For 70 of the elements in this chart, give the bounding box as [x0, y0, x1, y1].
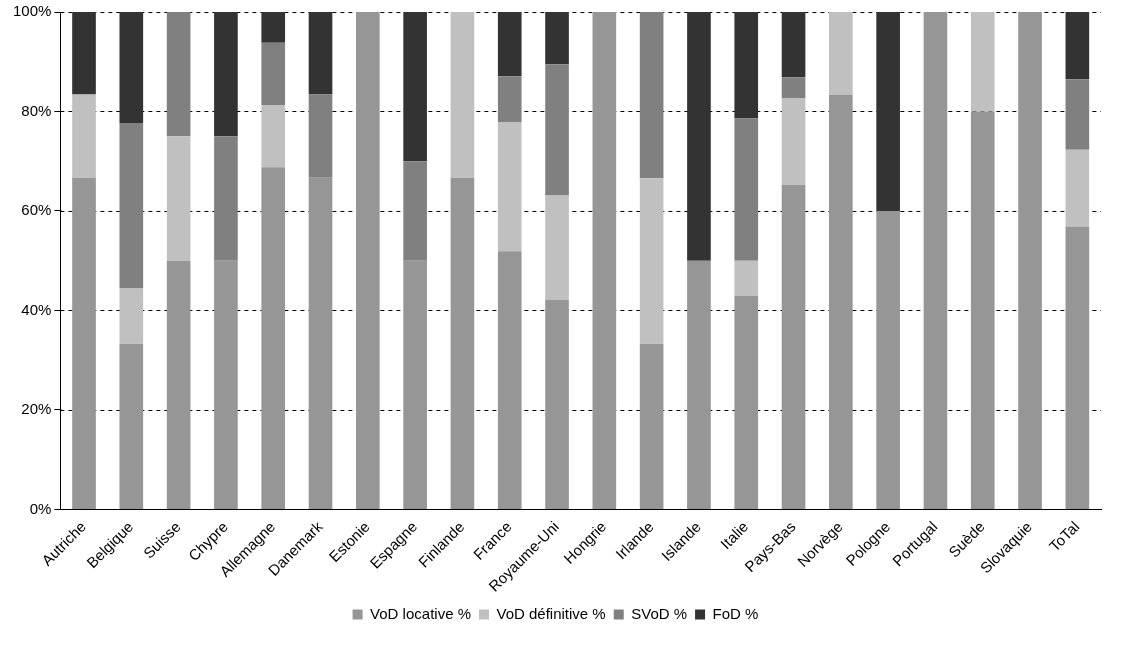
bar: [876, 210, 900, 509]
y-tick-label: 40%: [21, 300, 52, 318]
bar: [308, 94, 333, 178]
y-tick-label: 60%: [21, 201, 52, 219]
bar: [72, 177, 96, 509]
bar: [639, 12, 664, 179]
bar: [214, 12, 238, 137]
bar: [687, 260, 711, 509]
bar: [261, 167, 286, 509]
bar: [923, 12, 948, 509]
bar: [734, 296, 759, 509]
bar: [166, 136, 191, 261]
bar: [781, 77, 806, 99]
bar: [214, 260, 238, 509]
bar: [497, 251, 522, 509]
y-tick-label: 0%: [29, 499, 52, 517]
bar: [119, 122, 144, 289]
bar: [119, 288, 144, 344]
bar: [497, 12, 522, 77]
bar: [781, 185, 806, 509]
bar: [1065, 149, 1090, 227]
bar: [497, 76, 522, 123]
bar: [970, 111, 995, 509]
bar: [545, 195, 569, 301]
bar: [261, 42, 286, 106]
bar: [592, 12, 617, 509]
legend-label: FoD %: [712, 604, 759, 622]
bar: [72, 94, 96, 178]
bar: [261, 12, 286, 43]
bar: [166, 260, 191, 509]
bar: [734, 260, 759, 297]
bar: [1018, 12, 1042, 509]
y-tick-label: 20%: [21, 400, 52, 418]
bar: [308, 177, 333, 509]
bar: [639, 178, 664, 344]
bar: [829, 95, 853, 509]
bar: [72, 12, 96, 95]
bar: [781, 12, 806, 78]
bar: [1065, 79, 1090, 150]
legend-label: VoD définitive %: [496, 604, 606, 622]
bar: [545, 64, 569, 196]
bar: [261, 105, 286, 168]
bar: [450, 177, 475, 509]
y-tick-label: 80%: [21, 101, 52, 119]
bar: [119, 343, 144, 509]
bar: [497, 122, 522, 252]
bar: [356, 12, 380, 509]
bar: [450, 12, 475, 178]
bar: [403, 260, 427, 509]
bar: [403, 12, 427, 162]
legend-label: VoD locative %: [370, 604, 471, 622]
bar: [876, 12, 900, 211]
y-tick-label: 100%: [12, 2, 52, 20]
bar: [1065, 226, 1090, 509]
bar: [734, 118, 759, 261]
bar: [166, 12, 191, 137]
bar: [403, 161, 427, 261]
legend-label: SVoD %: [631, 604, 688, 622]
bar: [781, 98, 806, 186]
bar: [119, 12, 144, 123]
bar: [734, 12, 759, 119]
bar: [687, 12, 711, 261]
bar: [970, 12, 995, 112]
bar: [214, 136, 238, 261]
bar: [1065, 12, 1090, 80]
bar: [829, 12, 853, 96]
bar: [545, 300, 569, 509]
bar: [308, 12, 333, 95]
bar: [639, 343, 664, 509]
bar: [545, 12, 569, 65]
